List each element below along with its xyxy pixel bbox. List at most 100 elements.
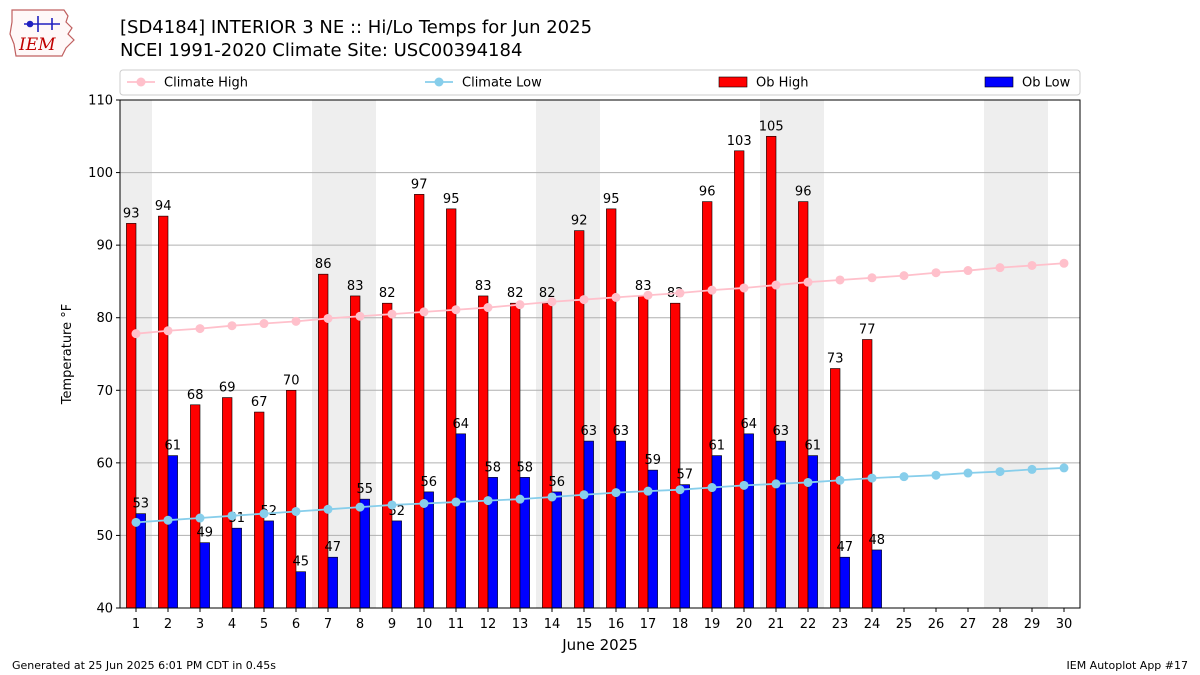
ob-high-label: 82 — [379, 286, 396, 301]
ob-low-bar — [711, 455, 722, 609]
ob-low-label: 63 — [613, 424, 630, 439]
ob-low-bar — [231, 527, 242, 609]
x-tick-label: 6 — [292, 617, 300, 632]
ob-low-bar — [551, 491, 562, 609]
ob-high-bar — [158, 215, 169, 609]
climate-low-point — [643, 486, 653, 496]
climate-high-point — [771, 280, 781, 290]
ob-low-bar — [743, 433, 754, 609]
ob-high-label: 93 — [123, 206, 140, 221]
climate-high-point — [579, 295, 589, 305]
legend-label: Climate High — [164, 76, 248, 91]
generated-note: Generated at 25 Jun 2025 6:01 PM CDT in … — [12, 659, 277, 672]
ob-high-bar — [318, 273, 329, 609]
ob-low-bar — [263, 520, 274, 609]
ob-high-label: 96 — [699, 185, 716, 200]
chart-subtitle: NCEI 1991-2020 Climate Site: USC00394184 — [120, 40, 523, 61]
ob-low-label: 56 — [421, 475, 438, 490]
climate-high-point — [931, 268, 941, 278]
ob-high-bar — [798, 201, 809, 609]
y-tick-label: 80 — [96, 311, 113, 326]
x-tick-label: 28 — [992, 617, 1009, 632]
ob-high-bar — [574, 230, 585, 609]
climate-high-point — [419, 307, 429, 317]
legend: Climate High Climate Low Ob High Ob Low — [119, 69, 1081, 96]
climate-low-point — [419, 498, 429, 508]
x-tick-label: 2 — [164, 617, 172, 632]
climate-low-point — [611, 488, 621, 498]
ob-high-label: 95 — [443, 192, 460, 207]
x-tick-label: 29 — [1024, 617, 1041, 632]
climate-high-point — [195, 324, 205, 334]
climate-low-point — [1027, 464, 1037, 474]
ob-high-label: 105 — [759, 119, 784, 134]
climate-low-point — [291, 506, 301, 516]
climate-low-line — [135, 467, 1065, 524]
ob-low-bar — [167, 455, 178, 609]
climate-low-point — [163, 515, 173, 525]
ob-high-label: 92 — [571, 214, 588, 229]
x-tick-label: 23 — [832, 617, 849, 632]
ob-low-bar — [391, 520, 402, 609]
climate-low-point — [515, 494, 525, 504]
legend-label: Climate Low — [462, 76, 542, 91]
weekend-band — [984, 100, 1048, 608]
climate-high-point — [899, 271, 909, 281]
chart-title: [SD4184] INTERIOR 3 NE :: Hi/Lo Temps fo… — [120, 17, 593, 38]
legend-swatch — [984, 76, 1014, 88]
ob-high-bar — [286, 389, 297, 609]
ob-low-bar — [775, 440, 786, 609]
climate-low-point — [451, 497, 461, 507]
ob-low-bar — [295, 571, 306, 609]
ob-high-label: 83 — [475, 279, 492, 294]
climate-low-point — [227, 511, 237, 521]
ob-high-bar — [382, 302, 393, 609]
x-tick-label: 26 — [928, 617, 945, 632]
x-tick-label: 12 — [480, 617, 497, 632]
ob-high-bar — [190, 404, 201, 609]
x-tick-label: 21 — [768, 617, 785, 632]
climate-high-point — [995, 263, 1005, 273]
climate-low-point — [803, 477, 813, 487]
ob-high-label: 83 — [347, 279, 364, 294]
climate-low-point — [483, 496, 493, 506]
climate-high-point — [611, 292, 621, 302]
ob-high-label: 95 — [603, 192, 620, 207]
x-tick-label: 25 — [896, 617, 913, 632]
app-credit: IEM Autoplot App #17 — [1066, 659, 1189, 672]
climate-low-point — [707, 483, 717, 493]
climate-low-point — [579, 490, 589, 500]
y-tick-label: 70 — [96, 384, 113, 399]
ob-high-bar — [670, 302, 681, 609]
ob-high-label: 69 — [219, 381, 236, 396]
ob-low-label: 59 — [645, 453, 662, 468]
x-tick-label: 15 — [576, 617, 593, 632]
climate-low-point — [835, 475, 845, 485]
x-tick-label: 9 — [388, 617, 396, 632]
ob-high-label: 83 — [635, 279, 652, 294]
x-tick-label: 11 — [448, 617, 465, 632]
ob-low-label: 47 — [837, 540, 854, 555]
x-tick-label: 5 — [260, 617, 268, 632]
ob-low-label: 61 — [709, 439, 726, 454]
ob-high-label: 94 — [155, 199, 172, 214]
ob-low-label: 61 — [165, 439, 182, 454]
ob-high-bar — [702, 201, 713, 609]
ob-low-bar — [135, 513, 146, 609]
y-axis: 40 50 60 70 80 90 100 110 — [88, 94, 120, 617]
climate-low-point — [867, 473, 877, 483]
ob-high-label: 97 — [411, 177, 428, 192]
x-tick-label: 4 — [228, 617, 236, 632]
climate-high-point — [131, 329, 141, 339]
ob-high-bar — [510, 302, 521, 609]
ob-high-bar — [734, 150, 745, 609]
climate-high-point — [355, 311, 365, 321]
x-tick-label: 22 — [800, 617, 817, 632]
climate-high-point — [227, 321, 237, 331]
climate-low-point — [131, 517, 141, 527]
ob-high-bar — [606, 208, 617, 609]
legend-label: Ob Low — [1022, 76, 1071, 91]
x-tick-label: 24 — [864, 617, 881, 632]
climate-high-point — [291, 316, 301, 326]
